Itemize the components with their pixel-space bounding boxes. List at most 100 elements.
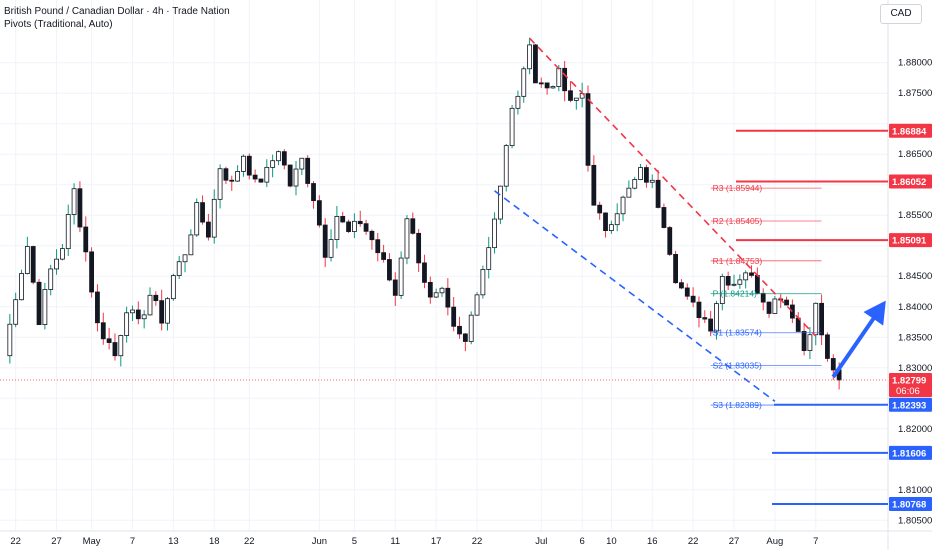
candle-up [334,206,340,249]
currency-selector[interactable]: CAD [880,4,922,24]
time-tick-label: 22 [472,536,483,547]
price-axis[interactable]: 1.80500 1.81000 1.82000 1.83000 1.83500 1.840… [898,58,932,527]
candle-up [719,273,725,311]
candle-down [457,316,462,339]
time-tick-label: 17 [431,536,442,547]
candle-up [211,189,217,244]
candle-down [83,216,89,262]
candle-down [597,201,603,220]
candle-down [445,278,451,316]
candle-down [410,212,416,235]
support-level-tag [889,397,932,412]
candle-up [480,265,486,299]
candle-up [731,274,737,287]
candle-up [60,244,65,261]
resistance-level-value: 1.86052 [892,177,926,188]
candle-down [533,43,538,84]
candle-down [661,203,667,229]
candle-down [801,322,807,356]
price-tick-label: 1.84000 [898,302,932,313]
pivot-label-s2: S2 (1.83035) [713,361,762,371]
time-tick-label: 27 [51,536,62,547]
candle-up [632,176,638,190]
price-tick-label: 1.83000 [898,363,932,374]
time-tick-label: 22 [244,536,255,547]
candle-down [690,287,696,308]
candle-down [258,178,264,183]
candle-up [19,269,24,301]
candle-down [702,310,708,323]
resistance-level-value: 1.85091 [892,236,927,247]
candle-down [223,166,229,185]
candle-down [106,327,112,350]
candle-down [322,218,328,268]
candle-down [357,210,363,227]
time-axis[interactable]: 22 27 May 7 13 18 22 Jun 5 11 17 22 Jul 6 10 16 22 27 Aug 7 [10,536,818,547]
price-tick-label: 1.80500 [898,515,932,526]
candle-up [497,185,503,225]
candle-down [159,289,165,331]
candle-up [515,90,521,115]
bullish-arrow[interactable] [831,300,886,379]
candle-up [165,296,170,331]
candles [7,37,842,390]
candle-up [626,180,632,198]
candle-up [468,311,474,345]
candle-up [649,174,655,189]
candle-down [568,81,573,103]
price-tick-label: 1.88000 [898,58,932,69]
candle-down [562,60,568,102]
price-tick-label: 1.87500 [898,88,932,99]
pivot-label-s3: S3 (1.82389) [713,400,762,410]
candle-up [638,163,643,181]
candle-down [246,153,252,180]
candle-down [538,77,544,88]
candle-up [743,270,749,289]
candle-down [375,232,381,262]
candle-down [708,310,714,337]
candle-down [673,250,678,284]
time-tick-label: 16 [647,536,658,547]
candle-down [416,229,422,272]
candle-up [141,310,147,329]
candle-down [667,225,673,257]
resistance-level-tag [889,233,932,248]
candle-down [369,229,375,250]
bar-countdown: 06:06 [896,386,920,397]
candle-up [772,295,778,314]
candle-down [451,296,457,332]
candle-down [77,181,83,233]
support-level-tag [889,445,932,460]
candle-up [328,229,334,262]
candle-up [264,159,270,188]
candle-down [252,169,258,183]
candle-up [71,183,77,225]
trendline-lower-channel[interactable] [494,190,776,402]
candle-up [130,305,135,322]
candle-down [387,253,392,282]
candle-down [112,333,118,361]
candle-up [813,302,819,346]
chart-legend: British Pound / Canadian Dollar · 4h · T… [4,5,230,31]
candle-down [544,82,550,95]
pivot-label-p: P (1.84214) [713,289,757,299]
time-tick-label: 10 [606,536,617,547]
candle-down [229,175,235,191]
candle-up [509,104,515,149]
candle-up [351,213,357,239]
support-level-tag [889,496,932,511]
last-price-value: 1.82799 [892,376,926,387]
candle-up [620,195,626,222]
candle-down [591,155,597,206]
candle-down [644,164,649,188]
candle-up [170,273,176,301]
candle-up [608,220,614,234]
candle-up [614,203,620,232]
candle-down [100,312,106,345]
pivot-label-r2: R2 (1.85405) [713,216,763,226]
candle-up [188,229,194,256]
trendline-upper-channel[interactable] [529,37,817,337]
key-levels: 1.86884 1.86052 1.85091 1.82393 1.81606 1.807… [736,123,932,511]
candle-up [807,327,813,360]
